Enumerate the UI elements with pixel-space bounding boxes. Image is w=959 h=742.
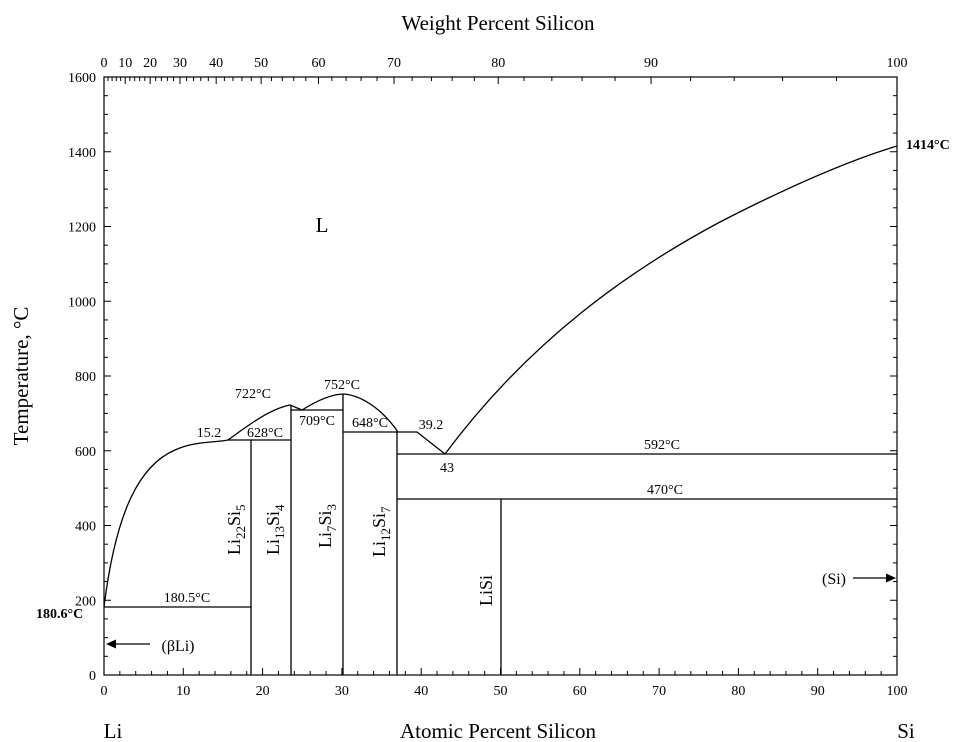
li-eutectic-label: 180.5°C — [164, 591, 210, 606]
y-tick-label: 1000 — [68, 295, 96, 310]
top-tick-label: 0 — [101, 56, 108, 71]
beta-li-label: (βLi) — [161, 638, 194, 655]
li7si3-a: Li — [315, 532, 335, 548]
li22si5-b: Si — [224, 511, 244, 526]
top-tick-label: 70 — [387, 56, 401, 71]
top-tick-label: 40 — [209, 56, 223, 71]
left-axis-ticks: 0 200 400 600 800 1000 1200 1400 1600 — [68, 71, 111, 684]
y-tick-label: 1400 — [68, 146, 96, 161]
li13si4-s2: 4 — [272, 504, 287, 511]
right-axis-ticks — [890, 76, 897, 676]
right-element-label: Si — [897, 719, 915, 742]
y-tick-label: 400 — [75, 520, 96, 535]
x-tick-label: 30 — [335, 684, 349, 699]
top-tick-label: 90 — [644, 56, 658, 71]
x-tick-label: 10 — [176, 684, 190, 699]
li7si3-s1: 7 — [324, 525, 339, 532]
y-tick-label: 0 — [89, 669, 96, 684]
x-tick-label: 0 — [101, 684, 108, 699]
li13si4-label: Li13Si4 — [263, 504, 287, 555]
x-tick-label: 50 — [494, 684, 508, 699]
temp-470-label: 470°C — [647, 483, 683, 498]
top-tick-label: 60 — [311, 56, 325, 71]
li7si3-s2: 3 — [324, 504, 339, 511]
li12si7-s1: 12 — [378, 528, 393, 541]
top-tick-label: 20 — [143, 56, 157, 71]
top-tick-label: 50 — [254, 56, 268, 71]
li22si5-label: Li22Si5 — [224, 504, 248, 555]
temp-752-label: 752°C — [324, 378, 360, 393]
li12si7-s2: 7 — [378, 506, 393, 513]
li12si7-b: Si — [369, 513, 389, 528]
x-tick-label: 100 — [887, 684, 908, 699]
li22si5-s2: 5 — [233, 504, 248, 511]
si-arrowhead-icon — [886, 573, 896, 583]
bottom-axis-title: Atomic Percent Silicon — [400, 719, 596, 742]
temp-628-label: 628°C — [247, 426, 283, 441]
li-melting-point-label: 180.6°C — [36, 607, 83, 622]
si-melting-point-label: 1414°C — [906, 138, 950, 153]
top-axis-ticks: 0 10 20 30 40 50 60 70 80 90 100 — [101, 56, 908, 84]
x-tick-label: 70 — [652, 684, 666, 699]
li12si7-a: Li — [369, 541, 389, 557]
liquidus-li7si3-dome — [301, 393, 446, 455]
lisi-label: LiSi — [476, 575, 496, 606]
beta-li-arrowhead-icon — [106, 639, 116, 649]
temp-592-label: 592°C — [644, 438, 680, 453]
li12si7-label: Li12Si7 — [369, 506, 393, 557]
temp-722-label: 722°C — [235, 387, 271, 402]
x-tick-label: 40 — [414, 684, 428, 699]
liquidus-si-side — [444, 145, 898, 455]
comp-15-2-label: 15.2 — [197, 426, 222, 441]
li7si3-b: Si — [315, 510, 335, 525]
top-tick-label: 80 — [491, 56, 505, 71]
left-element-label: Li — [104, 719, 123, 742]
bottom-axis-ticks: 0 10 20 30 40 50 60 70 80 90 100 — [101, 668, 908, 699]
y-axis-title: Temperature, °C — [9, 307, 33, 446]
top-axis-title: Weight Percent Silicon — [401, 11, 595, 35]
comp-43-label: 43 — [440, 461, 454, 476]
li7si3-label: Li7Si3 — [315, 504, 339, 548]
li13si4-b: Si — [263, 511, 283, 526]
liquidus-li13si4-dome — [227, 404, 303, 441]
liquid-region-label: L — [316, 213, 329, 237]
li13si4-s1: 13 — [272, 526, 287, 539]
temp-648-label: 648°C — [352, 416, 388, 431]
li22si5-s1: 22 — [233, 526, 248, 539]
x-tick-label: 60 — [573, 684, 587, 699]
temp-709-label: 709°C — [299, 414, 335, 429]
liquidus-li-side — [103, 439, 229, 608]
comp-39-2-label: 39.2 — [419, 418, 444, 433]
top-tick-label: 30 — [173, 56, 187, 71]
y-tick-label: 200 — [75, 594, 96, 609]
y-tick-label: 800 — [75, 370, 96, 385]
top-tick-label: 100 — [887, 56, 908, 71]
li22si5-a: Li — [224, 539, 244, 555]
si-phase-label: (Si) — [822, 571, 846, 588]
y-tick-label: 600 — [75, 445, 96, 460]
x-tick-label: 80 — [731, 684, 745, 699]
y-tick-label: 1200 — [68, 221, 96, 236]
x-tick-label: 90 — [811, 684, 825, 699]
x-tick-label: 20 — [256, 684, 270, 699]
y-tick-label: 1600 — [68, 71, 96, 86]
li13si4-a: Li — [263, 539, 283, 555]
top-tick-label: 10 — [118, 56, 132, 71]
